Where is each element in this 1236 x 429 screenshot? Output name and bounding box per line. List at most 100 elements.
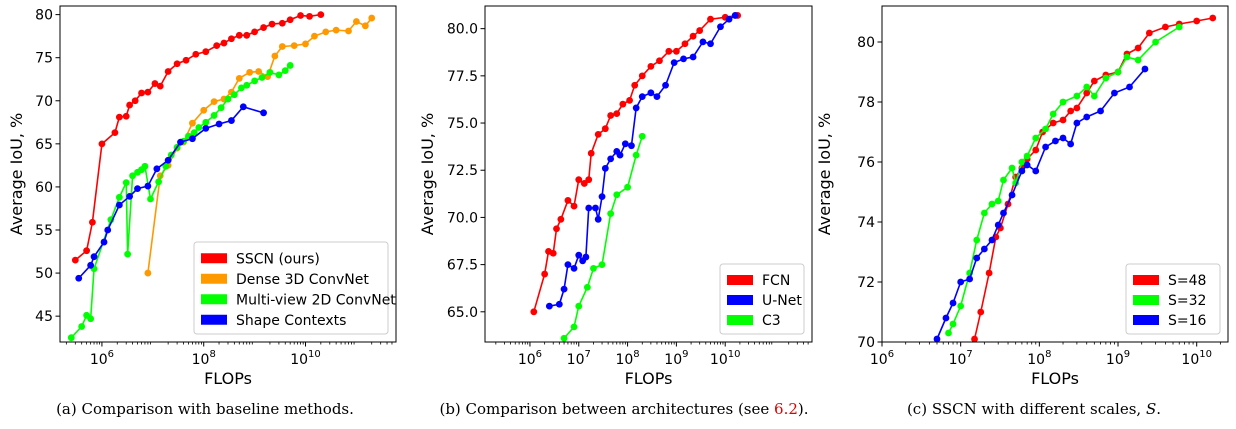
legend-label: S=48 [1168, 273, 1206, 289]
data-point [246, 68, 254, 76]
data-point [973, 254, 981, 262]
data-point [255, 68, 263, 75]
data-point [213, 42, 221, 50]
x-tick-label: 1010 [710, 349, 741, 368]
panel-b-chart: 106 107 108 109 1010 65.0 67.5 70.0 72.5 75.0 77.5… [418, 5, 813, 388]
legend-swatch [1133, 315, 1159, 325]
data-point [613, 191, 621, 199]
data-point [1090, 92, 1098, 100]
y-axis-label: Average IoU, % [418, 113, 437, 235]
y-tick-label: 80.0 [447, 22, 478, 38]
data-point [1073, 92, 1081, 100]
data-point [689, 53, 697, 61]
data-point [949, 299, 957, 307]
data-point [696, 27, 704, 34]
data-point [141, 162, 149, 170]
data-point [1042, 125, 1049, 133]
y-tick-label: 60 [35, 180, 53, 196]
caption-c: (c) SSCN with different scales, S. [907, 400, 1161, 418]
data-point [1059, 134, 1067, 142]
data-point [592, 204, 599, 212]
data-point [553, 225, 560, 233]
data-point [570, 264, 578, 272]
data-point [973, 236, 981, 244]
data-point [243, 31, 251, 39]
data-point [251, 28, 259, 36]
data-point [286, 62, 294, 69]
data-point [570, 323, 578, 331]
data-point [638, 132, 646, 140]
data-point [560, 285, 568, 293]
data-point [260, 24, 267, 31]
data-point [235, 31, 243, 39]
x-tick-label: 106 [90, 349, 114, 368]
caption-b-ref-link[interactable]: 6.2 [774, 400, 798, 418]
data-point [1023, 161, 1031, 169]
data-point [278, 43, 286, 50]
y-tick-label: 77.5 [447, 69, 478, 85]
data-point [560, 334, 568, 342]
plot-frame [59, 5, 397, 343]
data-point [980, 245, 988, 253]
data-point [1161, 23, 1169, 31]
data-point [162, 162, 170, 170]
data-point [980, 209, 988, 217]
data-point [575, 251, 583, 259]
data-point [238, 84, 245, 92]
data-point [258, 74, 266, 81]
data-point [126, 101, 134, 109]
series-line [74, 13, 321, 261]
y-tick-label: 80 [857, 35, 875, 51]
x-tick-label: 106 [518, 349, 542, 368]
legend-label: S=16 [1168, 313, 1207, 329]
data-point [670, 59, 678, 67]
data-point [585, 176, 593, 184]
y-tick-label: 67.5 [447, 258, 478, 274]
data-point [228, 35, 235, 43]
data-point [243, 81, 251, 89]
data-point [306, 12, 313, 20]
caption-b: (b) Comparison between architectures (se… [439, 400, 808, 418]
data-point [115, 201, 123, 209]
y-tick-label: 75.0 [447, 116, 478, 132]
y-tick-label: 65 [35, 137, 53, 153]
legend-label: SSCN (ours) [236, 251, 320, 267]
y-tick-label: 72 [857, 275, 875, 291]
data-point [619, 100, 627, 108]
data-point [1114, 68, 1122, 76]
data-point [210, 112, 218, 119]
data-point [224, 95, 232, 103]
legend-swatch [727, 275, 753, 285]
panel-a-chart: 106 108 1010 45 50 55 60 65 70 75 80 FLOPs Average I… [7, 5, 397, 388]
data-point [87, 261, 95, 269]
series-line [533, 14, 738, 313]
data-point [164, 68, 172, 75]
data-point [988, 236, 996, 244]
data-point [607, 112, 615, 119]
x-tick-label: 108 [615, 349, 639, 368]
data-point [594, 130, 602, 138]
y-tick-label: 45 [35, 309, 53, 325]
series-line [549, 14, 736, 307]
data-point [189, 119, 196, 127]
data-point [1090, 77, 1098, 85]
data-point [115, 113, 123, 121]
y-tick-label: 75 [35, 51, 53, 67]
data-point [1073, 119, 1081, 127]
data-point [122, 112, 130, 120]
data-point [681, 40, 689, 48]
data-point [182, 56, 190, 64]
data-point [1102, 74, 1110, 82]
data-point [585, 204, 593, 212]
data-point [680, 55, 687, 63]
legend-label: U-Net [762, 293, 802, 309]
panel-c-chart: 106 107 108 109 1010 70 72 74 76 78 80 FLOPs Average… [815, 5, 1229, 388]
data-point [601, 125, 609, 133]
data-point [192, 50, 200, 58]
series-line [147, 17, 373, 274]
data-point [1032, 134, 1040, 142]
data-point [1073, 104, 1081, 112]
data-point [945, 329, 952, 337]
data-point [555, 300, 563, 308]
data-point [260, 109, 267, 117]
